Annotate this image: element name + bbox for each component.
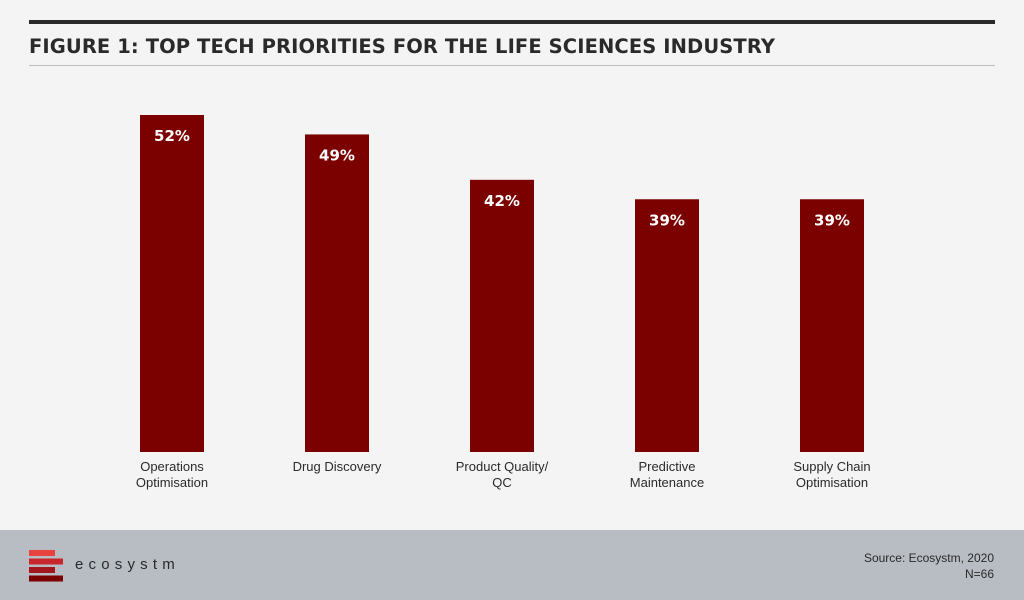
bar-value-label-5: 39%	[814, 211, 850, 229]
bar-4	[635, 199, 699, 452]
bar-value-label-4: 39%	[649, 211, 685, 229]
bar-value-label-3: 42%	[484, 192, 520, 210]
brand-name: ecosystm	[75, 556, 180, 573]
logo-stripe-4	[29, 575, 63, 582]
footer-bar: ecosystm Source: Ecosystm, 2020 N=66	[0, 530, 1024, 600]
bar-2	[305, 134, 369, 452]
source-text: Source: Ecosystm, 2020	[863, 551, 994, 565]
figure-title: FIGURE 1: TOP TECH PRIORITIES FOR THE LI…	[29, 35, 776, 58]
source-note: Source: Ecosystm, 2020 N=66	[864, 550, 994, 582]
category-label-4: Predictive Maintenance	[630, 459, 704, 490]
category-label-3: Product Quality/QC	[456, 459, 549, 490]
sample-size: N=66	[964, 567, 994, 581]
category-label-1: Operations Optimisation	[136, 459, 208, 490]
category-label-2: Drug Discovery	[293, 459, 382, 474]
bar-value-label-1: 52%	[154, 127, 190, 145]
logo-stripe-1	[29, 550, 55, 556]
title-rule	[29, 65, 995, 66]
logo-stripe-3	[29, 567, 55, 573]
bar-value-label-2: 49%	[319, 146, 355, 164]
logo-stripe-2	[29, 558, 63, 565]
category-label-5: Supply Chain Optimisation	[793, 459, 870, 490]
bar-chart: 52% Operations Optimisation 49% Drug Discove…	[136, 115, 871, 490]
top-rule	[29, 20, 995, 24]
bar-5	[800, 199, 864, 452]
bar-3	[470, 179, 534, 453]
ecosystm-logo-icon	[29, 550, 63, 582]
bar-1	[140, 115, 204, 452]
